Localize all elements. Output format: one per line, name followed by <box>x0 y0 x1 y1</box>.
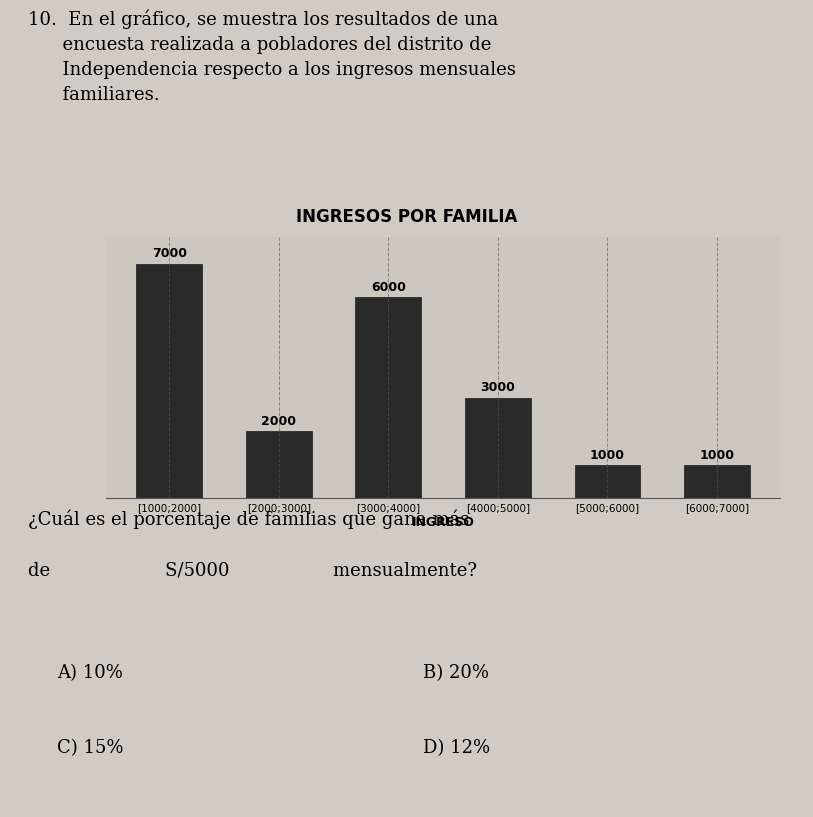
Text: 2000: 2000 <box>261 415 296 428</box>
Text: 6000: 6000 <box>371 281 406 294</box>
Text: de                    S/5000                  mensualmente?: de S/5000 mensualmente? <box>28 561 477 579</box>
X-axis label: INGRESO: INGRESO <box>411 516 475 529</box>
Text: ¿Cuál es el porcentaje de familias que gana más: ¿Cuál es el porcentaje de familias que g… <box>28 510 470 529</box>
Bar <box>575 465 641 498</box>
Text: 1000: 1000 <box>699 449 734 462</box>
Text: INGRESOS POR FAMILIA: INGRESOS POR FAMILIA <box>296 208 517 225</box>
Text: 7000: 7000 <box>152 248 187 261</box>
Text: D) 12%: D) 12% <box>423 739 490 757</box>
Bar <box>355 297 421 498</box>
Text: 10.  En el gráfico, se muestra los resultados de una
      encuesta realizada a : 10. En el gráfico, se muestra los result… <box>28 10 516 105</box>
Bar <box>246 431 311 498</box>
Text: B) 20%: B) 20% <box>423 663 489 682</box>
Bar <box>137 264 202 498</box>
Text: 1000: 1000 <box>590 449 625 462</box>
Text: C) 15%: C) 15% <box>57 739 124 757</box>
Text: A) 10%: A) 10% <box>57 663 123 682</box>
Bar <box>684 465 750 498</box>
Text: 3000: 3000 <box>480 382 515 395</box>
Bar <box>465 398 531 498</box>
